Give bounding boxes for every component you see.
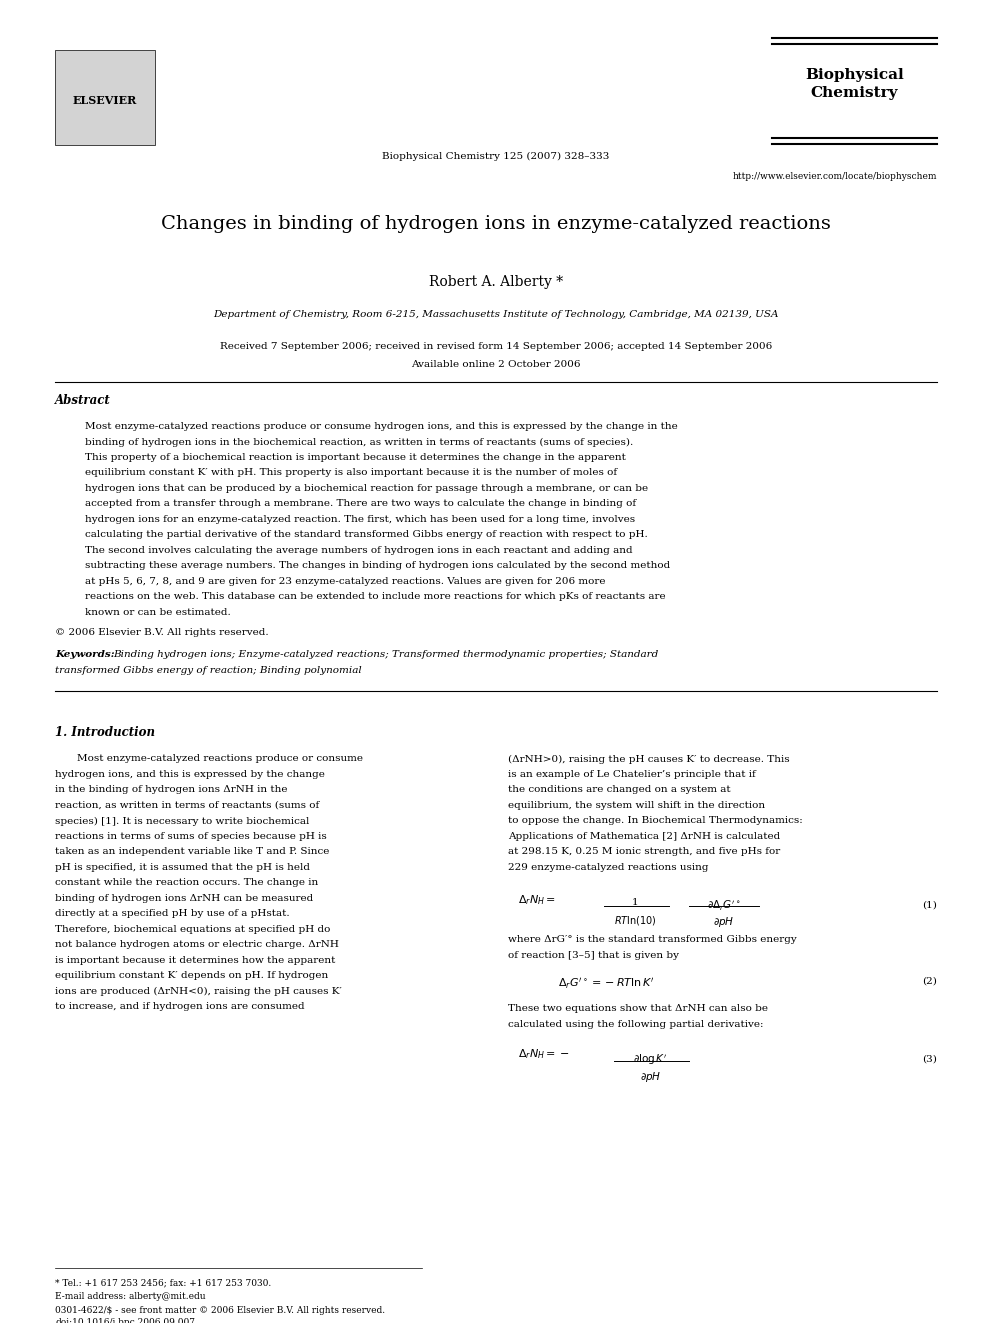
Text: not balance hydrogen atoms or electric charge. ΔrNH: not balance hydrogen atoms or electric c… [55, 941, 339, 950]
Text: hydrogen ions that can be produced by a biochemical reaction for passage through: hydrogen ions that can be produced by a … [85, 484, 648, 493]
Text: at pHs 5, 6, 7, 8, and 9 are given for 23 enzyme-catalyzed reactions. Values are: at pHs 5, 6, 7, 8, and 9 are given for 2… [85, 577, 605, 586]
Text: accepted from a transfer through a membrane. There are two ways to calculate the: accepted from a transfer through a membr… [85, 500, 636, 508]
Text: These two equations show that ΔrNH can also be: These two equations show that ΔrNH can a… [509, 1004, 769, 1013]
Text: to increase, and if hydrogen ions are consumed: to increase, and if hydrogen ions are co… [55, 1003, 305, 1012]
Text: directly at a specified pH by use of a pHstat.: directly at a specified pH by use of a p… [55, 909, 290, 918]
Text: Biophysical Chemistry 125 (2007) 328–333: Biophysical Chemistry 125 (2007) 328–333 [382, 152, 610, 161]
Text: at 298.15 K, 0.25 M ionic strength, and five pHs for: at 298.15 K, 0.25 M ionic strength, and … [509, 848, 781, 856]
Text: pH is specified, it is assumed that the pH is held: pH is specified, it is assumed that the … [55, 863, 310, 872]
Text: calculating the partial derivative of the standard transformed Gibbs energy of r: calculating the partial derivative of th… [85, 531, 648, 540]
Text: Most enzyme-catalyzed reactions produce or consume hydrogen ions, and this is ex: Most enzyme-catalyzed reactions produce … [85, 422, 678, 431]
Text: Abstract: Abstract [55, 394, 111, 407]
Text: 229 enzyme-catalyzed reactions using: 229 enzyme-catalyzed reactions using [509, 863, 709, 872]
Text: equilibrium constant K′ depends on pH. If hydrogen: equilibrium constant K′ depends on pH. I… [55, 971, 328, 980]
Text: Robert A. Alberty *: Robert A. Alberty * [429, 275, 563, 288]
Text: Keywords:: Keywords: [55, 651, 115, 659]
Text: (1): (1) [923, 901, 937, 910]
Text: constant while the reaction occurs. The change in: constant while the reaction occurs. The … [55, 878, 318, 888]
Text: * Tel.: +1 617 253 2456; fax: +1 617 253 7030.: * Tel.: +1 617 253 2456; fax: +1 617 253… [55, 1278, 271, 1287]
Text: to oppose the change. In Biochemical Thermodynamics:: to oppose the change. In Biochemical The… [509, 816, 804, 826]
Text: $\Delta_r N_H = $: $\Delta_r N_H = $ [519, 893, 557, 908]
Text: equilibrium constant K′ with pH. This property is also important because it is t: equilibrium constant K′ with pH. This pr… [85, 468, 617, 478]
Text: known or can be estimated.: known or can be estimated. [85, 609, 231, 617]
Text: $RT\ln(10)$: $RT\ln(10)$ [614, 914, 657, 927]
Text: (ΔrNH>0), raising the pH causes K′ to decrease. This: (ΔrNH>0), raising the pH causes K′ to de… [509, 754, 790, 763]
Text: E-mail address: alberty@mit.edu: E-mail address: alberty@mit.edu [55, 1293, 205, 1301]
Text: ions are produced (ΔrNH<0), raising the pH causes K′: ions are produced (ΔrNH<0), raising the … [55, 987, 342, 996]
Text: equilibrium, the system will shift in the direction: equilibrium, the system will shift in th… [509, 800, 766, 810]
Text: Most enzyme-catalyzed reactions produce or consume: Most enzyme-catalyzed reactions produce … [77, 754, 363, 763]
Text: $\Delta_r G^{\prime \circ} = -RT\ln K^{\prime}$: $\Delta_r G^{\prime \circ} = -RT\ln K^{\… [558, 976, 656, 991]
Text: transformed Gibbs energy of reaction; Binding polynomial: transformed Gibbs energy of reaction; Bi… [55, 665, 362, 675]
Text: Received 7 September 2006; received in revised form 14 September 2006; accepted : Received 7 September 2006; received in r… [220, 343, 772, 351]
Text: is important because it determines how the apparent: is important because it determines how t… [55, 957, 335, 964]
Text: in the binding of hydrogen ions ΔrNH in the: in the binding of hydrogen ions ΔrNH in … [55, 786, 288, 795]
Text: $\partial pH$: $\partial pH$ [713, 916, 734, 930]
Text: This property of a biochemical reaction is important because it determines the c: This property of a biochemical reaction … [85, 452, 626, 462]
Text: (2): (2) [923, 976, 937, 986]
Text: http://www.elsevier.com/locate/biophyschem: http://www.elsevier.com/locate/biophysch… [732, 172, 937, 181]
Text: 0301-4622/$ - see front matter © 2006 Elsevier B.V. All rights reserved.: 0301-4622/$ - see front matter © 2006 El… [55, 1306, 385, 1315]
Text: Available online 2 October 2006: Available online 2 October 2006 [412, 360, 580, 369]
Text: subtracting these average numbers. The changes in binding of hydrogen ions calcu: subtracting these average numbers. The c… [85, 561, 671, 570]
Text: reaction, as written in terms of reactants (sums of: reaction, as written in terms of reactan… [55, 800, 319, 810]
Text: hydrogen ions, and this is expressed by the change: hydrogen ions, and this is expressed by … [55, 770, 324, 779]
Text: Therefore, biochemical equations at specified pH do: Therefore, biochemical equations at spec… [55, 925, 330, 934]
Text: binding of hydrogen ions in the biochemical reaction, as written in terms of rea: binding of hydrogen ions in the biochemi… [85, 438, 633, 447]
Text: $\Delta_r N_H = -$: $\Delta_r N_H = -$ [519, 1048, 570, 1061]
Text: ELSEVIER: ELSEVIER [72, 94, 137, 106]
Text: $\partial pH$: $\partial pH$ [640, 1069, 662, 1084]
Text: $\partial \Delta_r G^{\prime \circ}$: $\partial \Delta_r G^{\prime \circ}$ [706, 898, 740, 913]
Text: where ΔrG′° is the standard transformed Gibbs energy: where ΔrG′° is the standard transformed … [509, 935, 798, 945]
Text: Changes in binding of hydrogen ions in enzyme-catalyzed reactions: Changes in binding of hydrogen ions in e… [161, 216, 831, 233]
Text: doi:10.1016/j.bpc.2006.09.007: doi:10.1016/j.bpc.2006.09.007 [55, 1318, 195, 1323]
Text: binding of hydrogen ions ΔrNH can be measured: binding of hydrogen ions ΔrNH can be mea… [55, 894, 313, 904]
Text: reactions in terms of sums of species because pH is: reactions in terms of sums of species be… [55, 832, 326, 841]
Text: Department of Chemistry, Room 6-215, Massachusetts Institute of Technology, Camb: Department of Chemistry, Room 6-215, Mas… [213, 310, 779, 319]
Text: Binding hydrogen ions; Enzyme-catalyzed reactions; Transformed thermodynamic pro: Binding hydrogen ions; Enzyme-catalyzed … [113, 651, 659, 659]
Text: © 2006 Elsevier B.V. All rights reserved.: © 2006 Elsevier B.V. All rights reserved… [55, 628, 269, 638]
Text: (3): (3) [923, 1054, 937, 1064]
Text: species) [1]. It is necessary to write biochemical: species) [1]. It is necessary to write b… [55, 816, 310, 826]
Text: Applications of Mathematica [2] ΔrNH is calculated: Applications of Mathematica [2] ΔrNH is … [509, 832, 781, 841]
Text: of reaction [3–5] that is given by: of reaction [3–5] that is given by [509, 951, 680, 960]
Text: reactions on the web. This database can be extended to include more reactions fo: reactions on the web. This database can … [85, 593, 666, 602]
Text: taken as an independent variable like T and P. Since: taken as an independent variable like T … [55, 848, 329, 856]
Text: Biophysical
Chemistry: Biophysical Chemistry [806, 67, 904, 101]
FancyBboxPatch shape [55, 50, 155, 146]
Text: hydrogen ions for an enzyme-catalyzed reaction. The first, which has been used f: hydrogen ions for an enzyme-catalyzed re… [85, 515, 635, 524]
Text: is an example of Le Chatelier’s principle that if: is an example of Le Chatelier’s principl… [509, 770, 756, 779]
Text: 1: 1 [632, 898, 639, 908]
Text: the conditions are changed on a system at: the conditions are changed on a system a… [509, 786, 731, 795]
Text: calculated using the following partial derivative:: calculated using the following partial d… [509, 1020, 764, 1029]
Text: 1. Introduction: 1. Introduction [55, 726, 155, 740]
Text: $\partial \log K^{\prime}$: $\partial \log K^{\prime}$ [633, 1053, 668, 1066]
Text: The second involves calculating the average numbers of hydrogen ions in each rea: The second involves calculating the aver… [85, 546, 633, 556]
